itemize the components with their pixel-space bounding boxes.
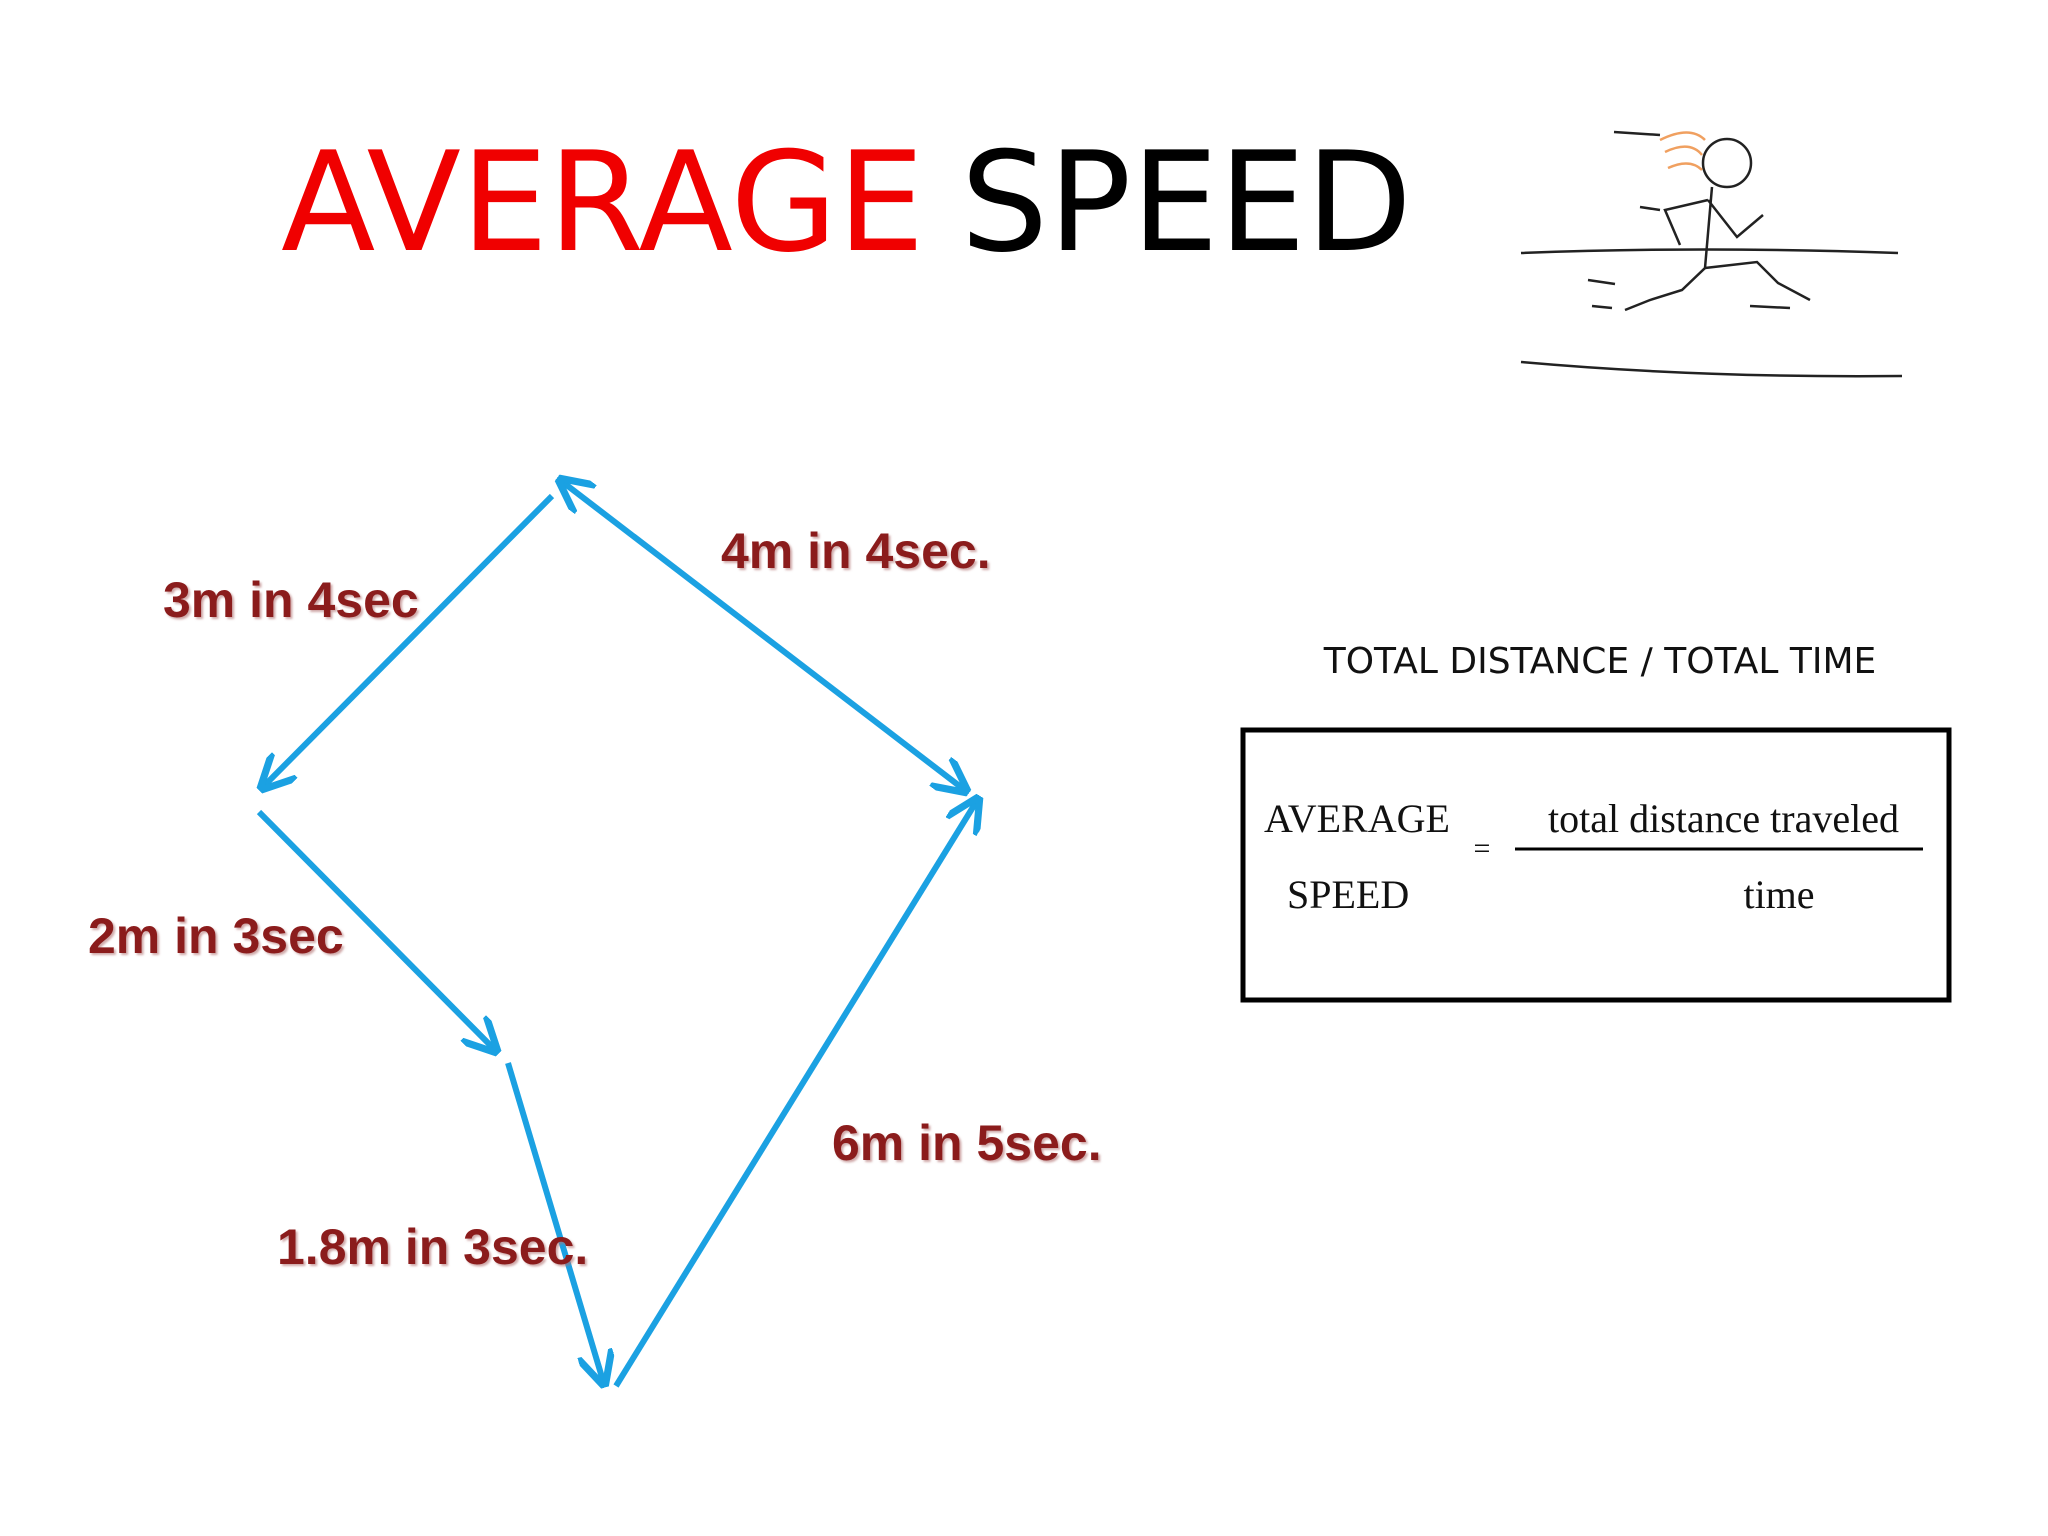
title-part: SPEED xyxy=(961,122,1412,283)
title-part: AVERAGE xyxy=(281,122,925,283)
formula-text: = xyxy=(1474,832,1491,865)
path-arrows xyxy=(259,480,978,1386)
formula-heading: TOTAL DISTANCE / TOTAL TIME xyxy=(1323,641,1877,682)
arrow xyxy=(262,493,555,788)
arrow xyxy=(505,1062,604,1384)
path-label: 6m in 5sec. xyxy=(832,1115,1102,1171)
formula-box xyxy=(1240,727,1952,1003)
path-label: 2m in 3sec xyxy=(88,908,344,964)
runner-drawing xyxy=(1520,130,1903,378)
formula-text: time xyxy=(1743,872,1814,917)
path-label: 3m in 4sec xyxy=(163,572,419,628)
path-label: 4m in 4sec. xyxy=(721,523,991,579)
formula-text: AVERAGE xyxy=(1264,796,1450,841)
formula-text: total distance traveled xyxy=(1548,796,1899,841)
arrow xyxy=(560,480,966,791)
formula-text: SPEED xyxy=(1287,872,1409,917)
arrow xyxy=(256,809,496,1051)
arrow xyxy=(613,799,978,1388)
title: AVERAGE SPEED xyxy=(281,122,1412,283)
path-label: 1.8m in 3sec. xyxy=(277,1219,588,1275)
